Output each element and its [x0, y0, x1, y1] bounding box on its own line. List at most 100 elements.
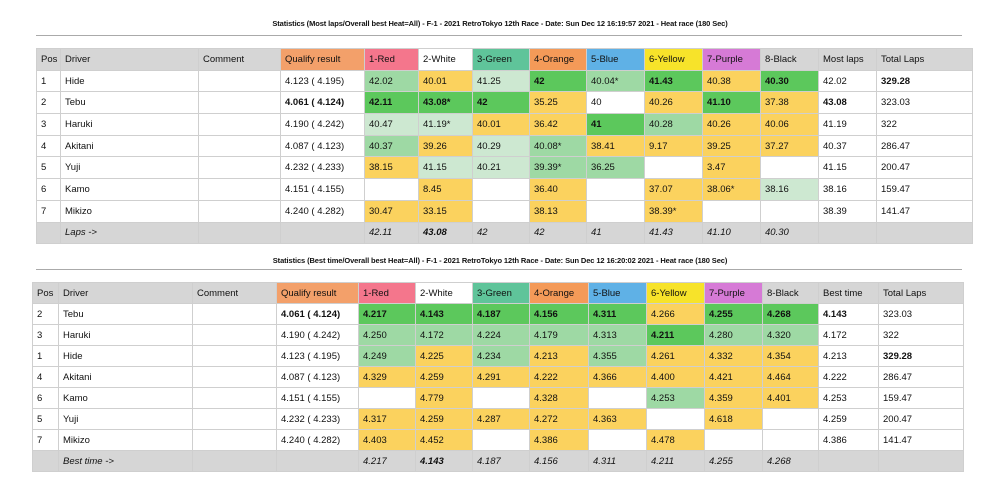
driver-cell: Kamo — [60, 178, 199, 201]
total-laps-cell: 329.28 — [878, 345, 964, 367]
lane-blue-cell: 4.313 — [588, 324, 647, 346]
lane-red-cell: 30.47 — [364, 199, 419, 223]
lane-purple-cell: 4.332 — [704, 345, 763, 367]
qualify-cell: 4.151 ( 4.155) — [280, 178, 365, 201]
col-comment: Comment — [192, 282, 277, 304]
lane-white-cell: 41.15 — [418, 156, 473, 180]
table-row: 2 Tebu 4.061 ( 4.124) 42.11 43.08* 42 35.25 40 4… — [36, 91, 973, 115]
lane-black-cell — [760, 156, 819, 180]
totals-blank — [192, 450, 277, 472]
most-laps-table: Pos Driver Comment Qualify result 1-Red … — [36, 48, 973, 245]
most-laps-cell: 38.39 — [818, 199, 877, 223]
total-laps-cell: 141.47 — [876, 199, 973, 223]
total-laps-cell: 323.03 — [878, 303, 964, 325]
lane-red-cell: 42.02 — [364, 69, 419, 93]
lane-black-cell: 4.401 — [762, 387, 819, 409]
lane-purple-cell: 40.26 — [702, 113, 761, 136]
comment-cell — [192, 345, 277, 367]
qualify-cell: 4.123 ( 4.195) — [280, 69, 365, 93]
lane-yellow-cell: 4.266 — [646, 303, 705, 325]
best-time-cell: 4.213 — [818, 345, 879, 367]
lane-red-cell: 42.11 — [364, 91, 419, 115]
lane-blue-cell: 4.355 — [588, 345, 647, 367]
best-time-cell: 4.143 — [818, 303, 879, 325]
driver-cell: Mikizo — [60, 199, 199, 223]
lane-black-cell: 37.27 — [760, 134, 819, 158]
lane-yellow-cell: 40.28 — [644, 113, 703, 136]
lane-red-cell: 4.329 — [358, 366, 416, 388]
col-lane-white: 2-White — [415, 282, 473, 304]
col-qualify: Qualify result — [276, 282, 359, 304]
lane-green-cell — [472, 387, 530, 409]
lane-green-cell — [472, 429, 530, 451]
total-lane-purple: 4.255 — [704, 450, 763, 472]
qualify-cell: 4.232 ( 4.233) — [276, 408, 359, 430]
col-pos: Pos — [36, 48, 61, 71]
lane-purple-cell: 4.359 — [704, 387, 763, 409]
col-driver: Driver — [60, 48, 199, 71]
lane-orange-cell: 36.42 — [529, 113, 587, 136]
total-lane-black: 40.30 — [760, 221, 819, 245]
table2-title: Statistics (Best time/Overall best Heat=… — [272, 256, 728, 265]
comment-cell — [192, 387, 277, 409]
total-laps-cell: 286.47 — [878, 366, 964, 388]
lane-purple-cell: 4.618 — [704, 408, 763, 430]
lane-red-cell: 40.47 — [364, 113, 419, 136]
totals-blank — [198, 221, 281, 245]
most-laps-cell: 43.08 — [818, 91, 877, 115]
lane-orange-cell: 4.272 — [529, 408, 589, 430]
total-lane-green: 42 — [472, 221, 530, 245]
table-row: 1 Hide 4.123 ( 4.195) 4.249 4.225 4.234 4.213 4… — [32, 345, 964, 367]
comment-cell — [192, 324, 277, 346]
lane-green-cell: 40.01 — [472, 113, 530, 136]
total-lane-black: 4.268 — [762, 450, 819, 472]
lane-black-cell: 4.354 — [762, 345, 819, 367]
total-lane-yellow: 41.43 — [644, 221, 703, 245]
pos-cell: 1 — [36, 69, 61, 93]
total-lane-white: 4.143 — [415, 450, 473, 472]
lane-purple-cell — [704, 429, 763, 451]
lane-white-cell: 33.15 — [418, 199, 473, 223]
lane-black-cell — [762, 408, 819, 430]
totals-blank — [276, 450, 359, 472]
lane-green-cell: 4.291 — [472, 366, 530, 388]
table-row: 4 Akitani 4.087 ( 4.123) 4.329 4.259 4.291 4.2… — [32, 366, 964, 388]
table1-title: Statistics (Most laps/Overall best Heat=… — [272, 19, 728, 28]
comment-cell — [198, 178, 281, 201]
lane-purple-cell: 40.38 — [702, 69, 761, 93]
total-lane-green: 4.187 — [472, 450, 530, 472]
lane-green-cell: 4.187 — [472, 303, 530, 325]
lane-yellow-cell: 4.400 — [646, 366, 705, 388]
driver-cell: Hide — [58, 345, 193, 367]
lane-black-cell: 4.268 — [762, 303, 819, 325]
col-lane-orange: 4-Orange — [529, 48, 587, 71]
most-laps-cell: 41.19 — [818, 113, 877, 136]
total-laps-cell: 322 — [876, 113, 973, 136]
lane-black-cell: 4.320 — [762, 324, 819, 346]
most-laps-cell: 40.37 — [818, 134, 877, 158]
lane-white-cell: 4.452 — [415, 429, 473, 451]
col-lane-purple: 7-Purple — [704, 282, 763, 304]
comment-cell — [198, 199, 281, 223]
lane-white-cell: 40.01 — [418, 69, 473, 93]
lane-blue-cell — [588, 387, 647, 409]
lane-black-cell: 40.30 — [760, 69, 819, 93]
lane-yellow-cell: 40.26 — [644, 91, 703, 115]
table-row: 3 Haruki 4.190 ( 4.242) 40.47 41.19* 40.01 36.… — [36, 113, 973, 136]
lane-purple-cell: 3.47 — [702, 156, 761, 180]
lane-orange-cell: 4.156 — [529, 303, 589, 325]
total-lane-white: 43.08 — [418, 221, 473, 245]
qualify-cell: 4.087 ( 4.123) — [280, 134, 365, 158]
qualify-cell: 4.061 ( 4.124) — [280, 91, 365, 115]
totals-label: Best time -> — [58, 450, 193, 472]
pos-cell: 2 — [32, 303, 59, 325]
divider — [36, 269, 962, 270]
col-lane-red: 1-Red — [364, 48, 419, 71]
totals-blank — [36, 221, 61, 245]
pos-cell: 4 — [36, 134, 61, 158]
lane-blue-cell: 40 — [586, 91, 645, 115]
comment-cell — [198, 113, 281, 136]
lane-black-cell — [762, 429, 819, 451]
totals-blank — [878, 450, 964, 472]
most-laps-cell: 42.02 — [818, 69, 877, 93]
